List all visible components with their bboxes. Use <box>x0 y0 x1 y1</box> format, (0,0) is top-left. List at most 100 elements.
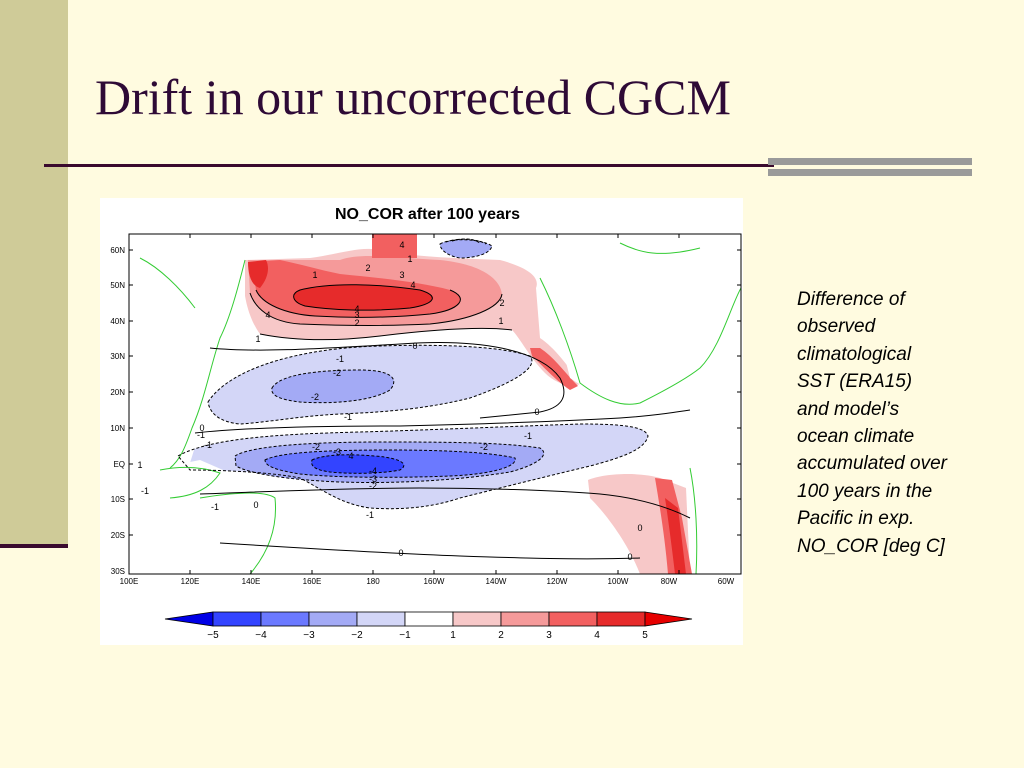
contour-label: 4 <box>265 310 270 320</box>
colorbar-label: 1 <box>450 630 456 641</box>
colorbar <box>164 611 693 627</box>
caption-line: Difference of <box>797 289 905 310</box>
caption-line: observed <box>797 316 876 338</box>
contour-label: 0 <box>534 407 539 417</box>
contour-label: -1 <box>524 431 532 441</box>
colorbar-swatch <box>260 611 310 627</box>
contour-label: 3 <box>399 270 404 280</box>
land-asia <box>129 234 245 478</box>
caption-line: accumulated over <box>797 453 947 475</box>
contour-label: -1 <box>366 510 374 520</box>
anomaly-fill-plus4-sa <box>665 498 686 574</box>
land-indonesia <box>160 460 230 498</box>
anomaly-fill-minus-nplat <box>440 239 492 258</box>
land-south-america <box>690 448 741 574</box>
sst-map-svg: 4 1 2 3 4 1 4 3 2 2 4 1 1 0 -1 -2 -2 -1 … <box>110 233 742 641</box>
lon-label: 120W <box>547 577 568 586</box>
anomaly-fill-plus4-north <box>293 284 433 311</box>
contour-label: -1 <box>197 430 205 440</box>
lat-label: 40N <box>110 317 125 326</box>
contour-label: 2 <box>365 263 370 273</box>
contour-label: 4 <box>354 304 359 314</box>
colorbar-swatch <box>452 611 502 627</box>
plot-frame <box>128 233 742 575</box>
title-divider <box>44 164 774 167</box>
contour-label: -3 <box>333 447 341 457</box>
lon-label: 140W <box>486 577 507 586</box>
caption-line: 100 years in the <box>797 480 933 502</box>
lon-label: 100W <box>608 577 629 586</box>
lat-ticks <box>129 249 741 536</box>
contour-label: 1 <box>407 254 412 264</box>
contour-label: -1 <box>336 354 344 364</box>
lat-label: 30S <box>111 567 125 576</box>
contour-label: 0 <box>412 341 417 351</box>
caption-line: climatological <box>797 343 912 365</box>
lat-label: 60N <box>110 246 125 255</box>
caption-line: NO_COR [deg C] <box>797 535 945 557</box>
contour-label: 0 <box>398 548 403 558</box>
contour-label: -1 <box>141 486 149 496</box>
lon-ticks <box>189 234 680 574</box>
colorbar-swatch <box>308 611 358 627</box>
contour-label: -2 <box>333 368 341 378</box>
contour-label: -2 <box>311 392 319 402</box>
left-accent-band <box>0 0 68 548</box>
contour-label: 0 <box>199 423 204 433</box>
contour-label: 0 <box>253 500 258 510</box>
colorbar-label: 3 <box>546 630 552 641</box>
colorbar-label: 5 <box>642 630 648 641</box>
left-accent-line <box>0 544 68 548</box>
lon-label: 160E <box>303 577 322 586</box>
contour-lines-negative <box>177 238 649 510</box>
lat-label: 10N <box>110 424 125 433</box>
contour-label: -2 <box>480 442 488 452</box>
anomaly-fill-plus4-nw <box>248 260 268 288</box>
caption-line: SST (ERA15) <box>797 371 913 393</box>
contour-label-group: 4 1 2 3 4 1 4 3 2 2 4 1 1 0 -1 -2 -2 -1 … <box>137 240 642 562</box>
contour-label: 4 <box>410 280 415 290</box>
lat-label: 20S <box>111 531 125 540</box>
colorbar-swatch <box>500 611 550 627</box>
figure-title: NO_COR after 100 years <box>335 206 520 223</box>
anomaly-fill-minus2-north <box>271 370 394 403</box>
contour-label: -1 <box>211 502 219 512</box>
land-north-america <box>540 234 741 408</box>
contour-label: -1 <box>344 412 352 422</box>
contour-label: 3 <box>354 310 359 320</box>
lat-label: EQ <box>113 460 125 469</box>
lon-label: 180 <box>366 577 380 586</box>
anomaly-fill-plus2-coast <box>530 348 578 390</box>
lat-label: 50N <box>110 281 125 290</box>
colorbar-label: −2 <box>351 630 363 641</box>
anomaly-fill-plus4-top <box>372 234 417 258</box>
contour-label: 1 <box>312 270 317 280</box>
contour-label: 1 <box>137 460 142 470</box>
land-australia <box>200 488 277 574</box>
figure-caption: Difference of observed climatological SS… <box>797 286 1007 560</box>
contour-label: -2 <box>369 481 377 491</box>
contour-label: 2 <box>354 318 359 328</box>
contour-label: 2 <box>499 298 504 308</box>
lon-label: 60W <box>718 577 735 586</box>
lat-axis-labels: 60N 50N 40N 30N 20N 10N EQ 10S 20S 30S <box>110 246 125 576</box>
colorbar-labels: −5 −4 −3 −2 −1 1 2 3 4 5 <box>207 630 648 641</box>
contour-label: -4 <box>369 466 377 476</box>
caption-line: ocean climate <box>797 426 915 448</box>
colorbar-swatch <box>356 611 406 627</box>
contour-label: -3 <box>369 474 377 484</box>
contour-label: 1 <box>255 334 260 344</box>
lon-label: 140E <box>242 577 261 586</box>
colorbar-label: −3 <box>303 630 315 641</box>
colorbar-label: −4 <box>255 630 267 641</box>
colorbar-swatch <box>404 611 454 627</box>
colorbar-swatch <box>548 611 598 627</box>
lat-label: 10S <box>111 495 125 504</box>
colorbar-swatch <box>596 611 646 627</box>
lon-axis-labels: 100E 120E 140E 160E 180 160W 140W 120W 1… <box>120 577 735 586</box>
contour-label: 0 <box>627 552 632 562</box>
contour-label: 4 <box>399 240 404 250</box>
colorbar-label: −1 <box>399 630 411 641</box>
contour-label: 0 <box>637 523 642 533</box>
lon-label: 120E <box>181 577 200 586</box>
